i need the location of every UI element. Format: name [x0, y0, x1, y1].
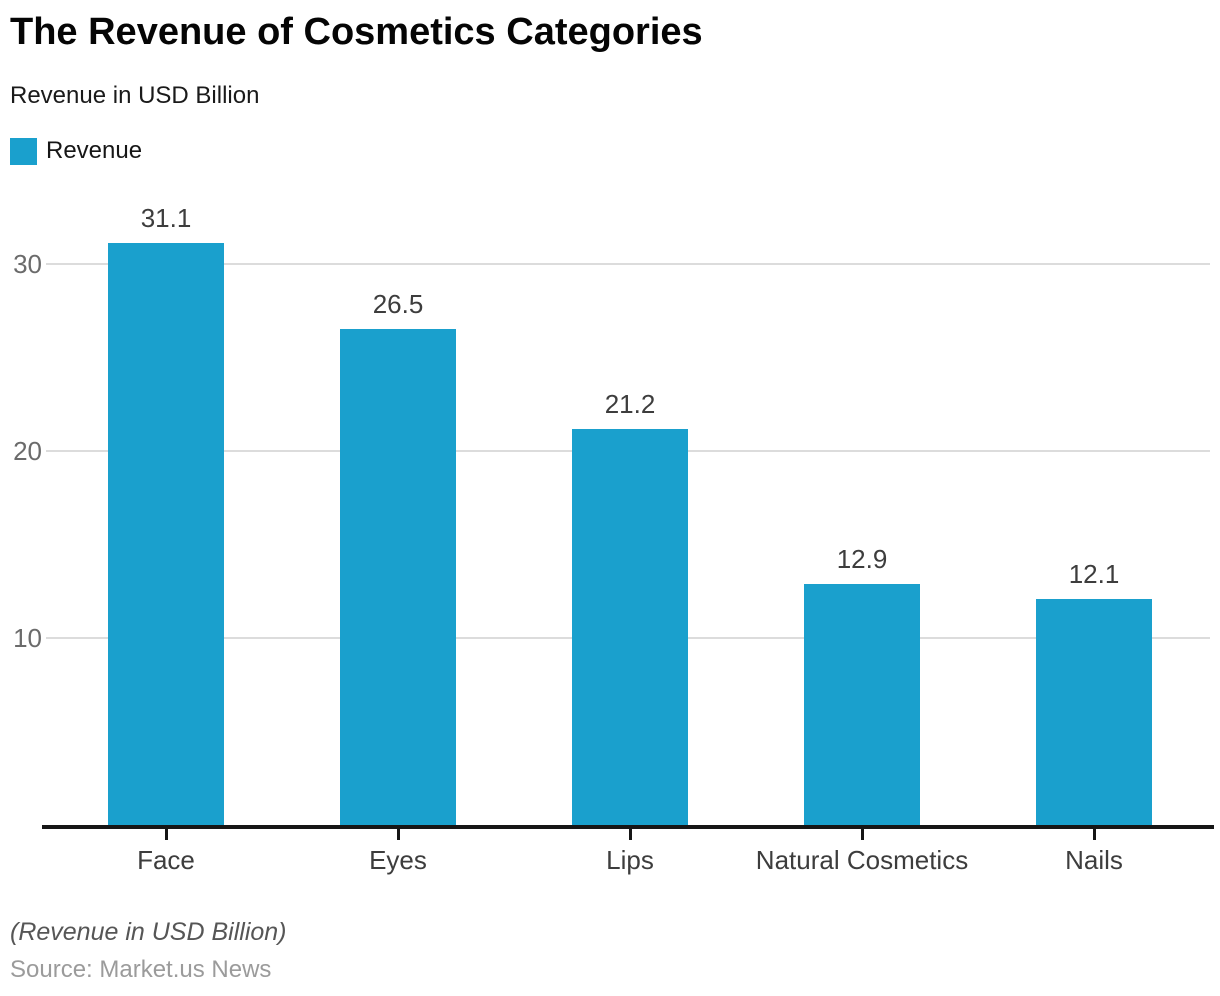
chart-subtitle: Revenue in USD Billion: [10, 82, 260, 109]
x-category-label: Lips: [606, 845, 654, 875]
bar: [804, 584, 920, 825]
legend-label: Revenue: [46, 137, 143, 164]
x-axis-line: [42, 825, 1214, 829]
chart-title: The Revenue of Cosmetics Categories: [10, 11, 703, 53]
gridline: [46, 263, 1210, 265]
x-category-label: Natural Cosmetics: [755, 845, 969, 875]
x-axis-tick: [1093, 829, 1096, 840]
bar: [108, 243, 224, 825]
x-axis-tick: [861, 829, 864, 840]
footer-source: Source: Market.us News: [10, 956, 272, 983]
legend-swatch-icon: [10, 137, 37, 165]
x-axis-tick: [397, 829, 400, 840]
x-category-label: Face: [137, 845, 195, 875]
x-axis-tick: [165, 829, 168, 840]
bar-value-label: 21.2: [604, 389, 656, 419]
bar-value-label: 31.1: [140, 203, 192, 233]
bar-value-label: 12.9: [836, 544, 888, 574]
bar: [572, 429, 688, 825]
bar-value-label: 12.1: [1068, 559, 1120, 589]
bar: [340, 329, 456, 825]
x-category-label: Eyes: [369, 845, 427, 875]
x-category-label: Nails: [1065, 845, 1123, 875]
y-tick-label: 30: [13, 249, 42, 279]
legend-item-revenue[interactable]: Revenue: [10, 137, 142, 165]
footer-note: (Revenue in USD Billion): [10, 918, 287, 946]
y-tick-label: 20: [13, 436, 42, 466]
bar: [1036, 599, 1152, 825]
x-axis-tick: [629, 829, 632, 840]
bar-value-label: 26.5: [372, 289, 424, 319]
y-tick-label: 10: [13, 623, 42, 653]
